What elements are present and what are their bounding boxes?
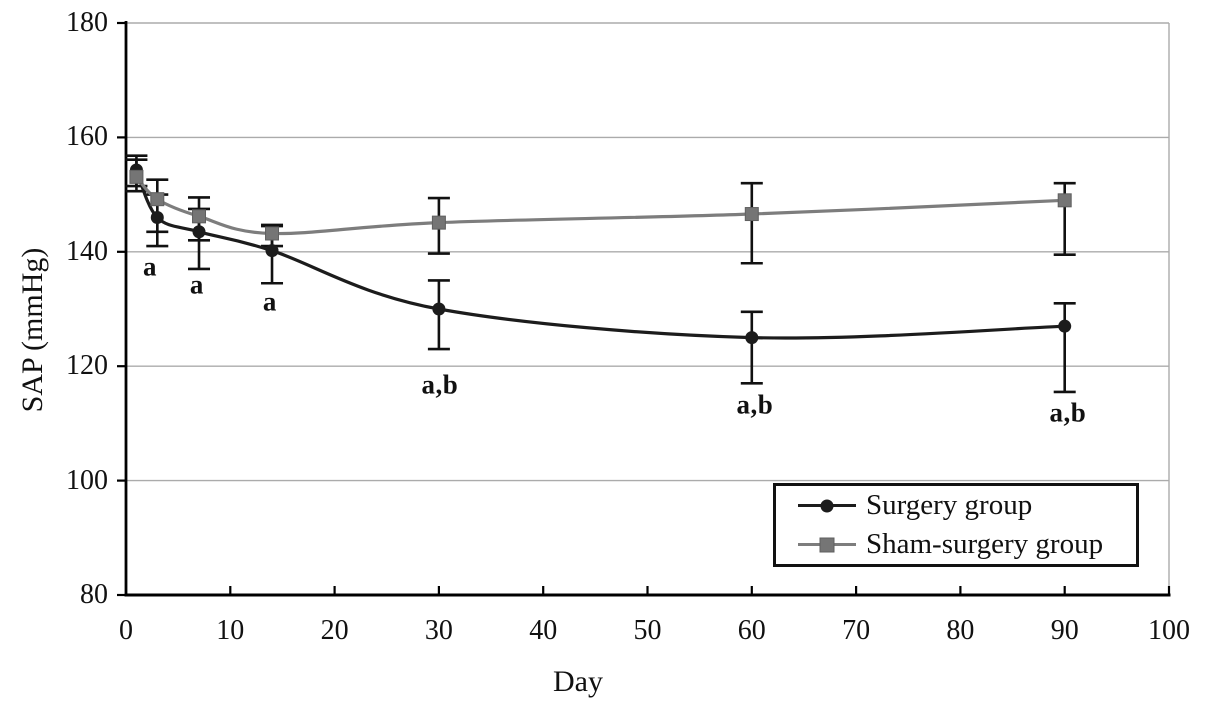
legend-item-surgery: Surgery group (798, 489, 1136, 523)
x-axis-title: Day (553, 665, 603, 698)
series-line-sham (135, 175, 1065, 236)
circle-marker-icon (820, 499, 834, 512)
data-point-sham-day3 (150, 192, 165, 207)
data-point-surgery-day14 (265, 244, 279, 258)
data-point-surgery-day90 (1058, 319, 1072, 333)
data-point-sham-day30 (431, 215, 446, 230)
series-line-surgery (134, 169, 1065, 340)
data-point-sham-day60 (744, 207, 759, 222)
legend-label-surgery: Surgery group (866, 489, 1033, 521)
data-point-sham-day14 (265, 226, 280, 241)
legend: Surgery group Sham-surgery group (773, 483, 1139, 567)
data-point-surgery-day7 (192, 225, 206, 239)
surgery-line-circle-marker-icon (798, 499, 856, 513)
data-point-sham-day7 (192, 209, 207, 224)
data-point-surgery-day30 (432, 302, 446, 316)
data-point-surgery-day60 (745, 331, 759, 345)
data-point-sham-day90 (1057, 193, 1072, 208)
y-axis-title: SAP (mmHg) (16, 247, 49, 413)
data-point-surgery-day3 (150, 210, 164, 224)
square-marker-icon (819, 537, 835, 552)
data-point-sham-day1 (129, 169, 144, 184)
legend-label-sham-surgery: Sham-surgery group (866, 528, 1104, 560)
sham-line-square-marker-icon (798, 537, 856, 552)
legend-item-sham-surgery: Sham-surgery group (798, 528, 1136, 562)
